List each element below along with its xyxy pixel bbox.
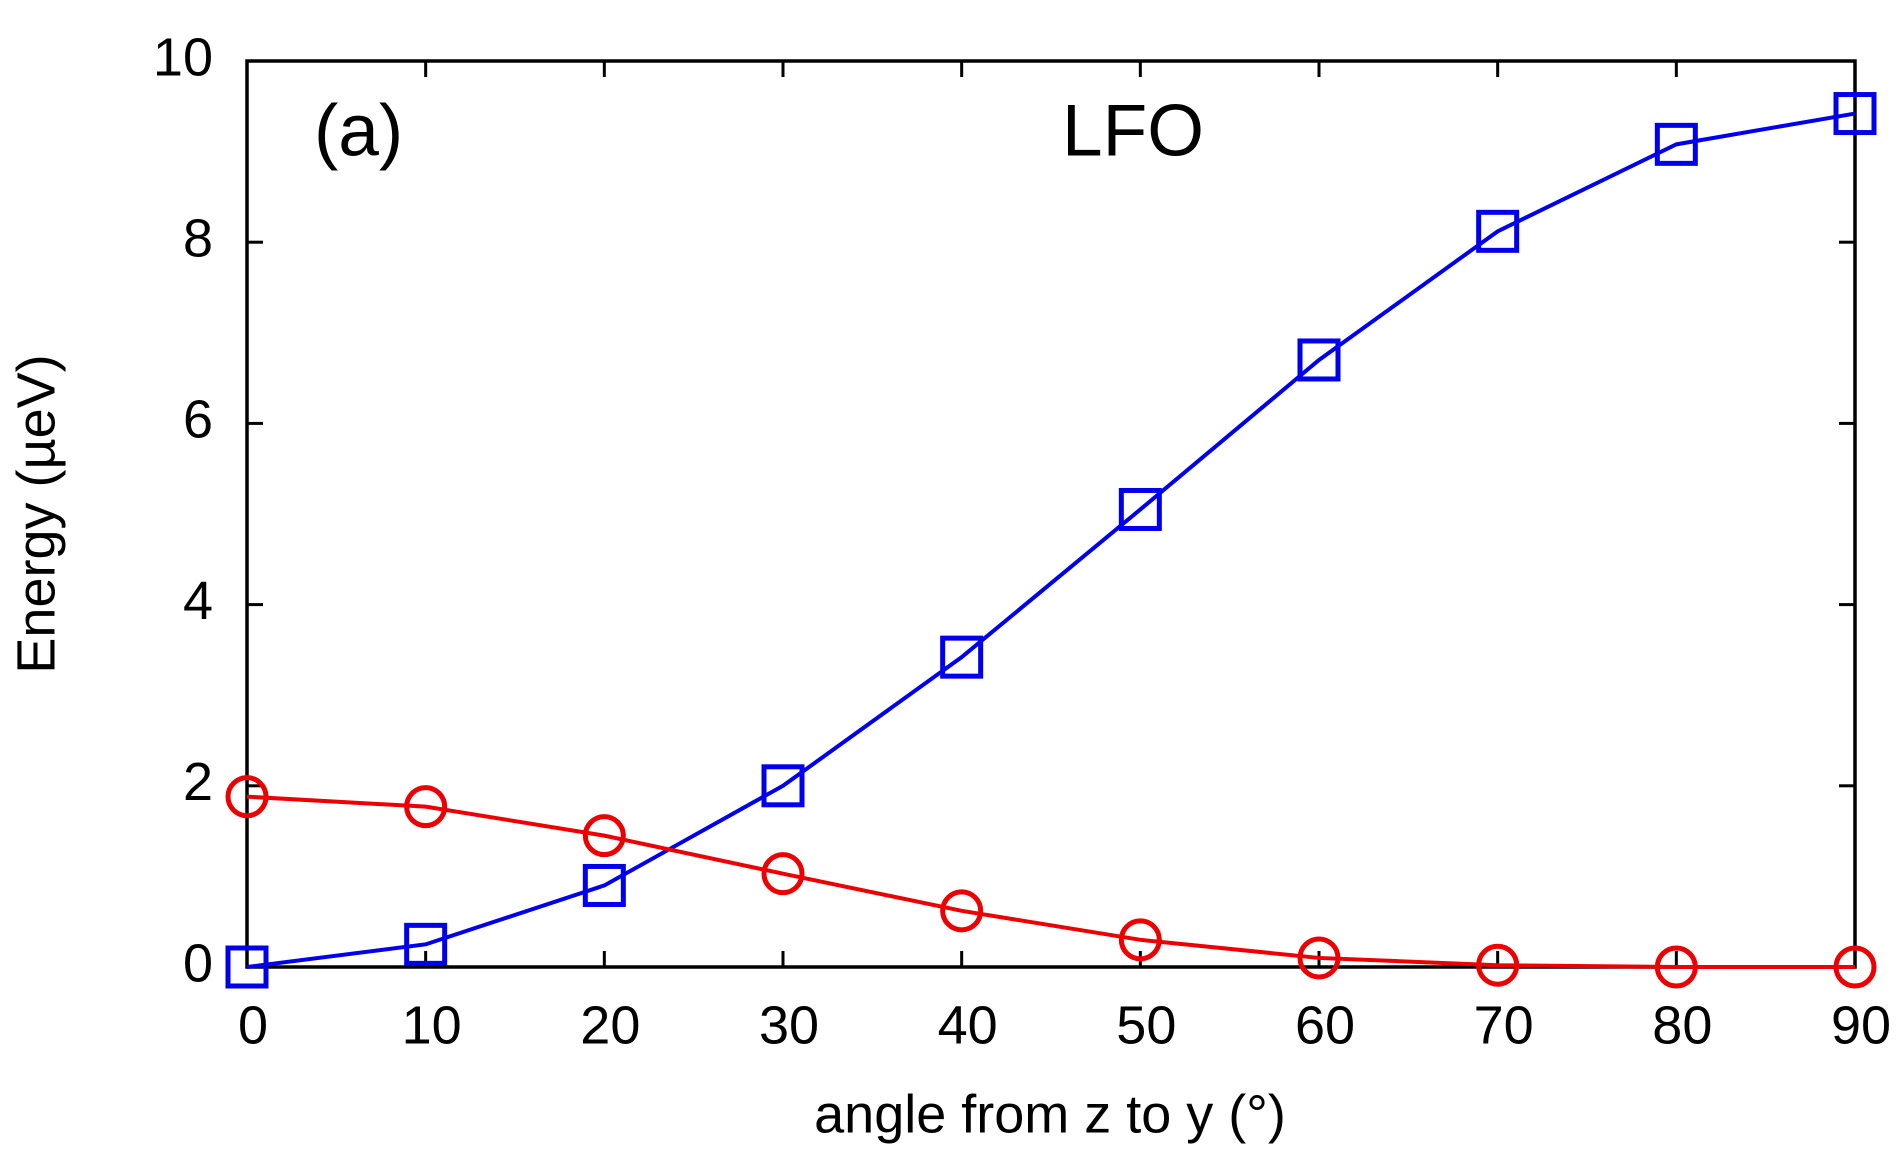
x-tick-label: 50 — [1116, 995, 1176, 1055]
marker — [1833, 92, 1877, 136]
marker — [761, 764, 805, 808]
marker — [1654, 122, 1698, 166]
marker — [404, 785, 448, 829]
x-tick-label: 40 — [938, 995, 998, 1055]
y-tick-label: 2 — [183, 752, 213, 812]
y-tick-label: 8 — [183, 208, 213, 268]
x-tick-label: 20 — [580, 995, 640, 1055]
y-tick-label: 6 — [183, 390, 213, 450]
panel-label: (a) — [314, 90, 403, 171]
y-tick-label: 10 — [153, 27, 213, 87]
marker — [1476, 943, 1520, 987]
marker — [1297, 338, 1341, 382]
marker — [1297, 936, 1341, 980]
x-tick-label: 70 — [1474, 995, 1534, 1055]
series-line — [246, 794, 1855, 969]
marker — [225, 775, 269, 819]
x-tick-label: 30 — [759, 995, 819, 1055]
x-tick-label: 10 — [402, 995, 462, 1055]
y-tick-label: 4 — [183, 571, 213, 631]
marker — [225, 945, 269, 989]
y-tick-label: 0 — [183, 933, 213, 993]
chart-title: LFO — [1062, 90, 1204, 171]
marker — [1476, 209, 1520, 253]
marker — [582, 863, 626, 907]
x-tick-label: 60 — [1295, 995, 1355, 1055]
y-axis-label: Energy (µeV) — [6, 354, 66, 673]
marker — [582, 814, 626, 858]
marker — [1833, 945, 1877, 989]
marker — [940, 889, 984, 933]
x-tick-label: 0 — [238, 995, 268, 1055]
series-line — [246, 111, 1856, 969]
marker — [940, 635, 984, 679]
x-tick-label: 90 — [1831, 995, 1891, 1055]
marker — [1118, 487, 1162, 531]
marker — [1118, 918, 1162, 962]
marker — [761, 852, 805, 896]
marker — [404, 922, 448, 966]
marker — [1654, 945, 1698, 989]
x-axis-label: angle from z to y (°) — [814, 1084, 1286, 1144]
plot-frame — [245, 59, 1857, 969]
x-tick-label: 80 — [1652, 995, 1712, 1055]
